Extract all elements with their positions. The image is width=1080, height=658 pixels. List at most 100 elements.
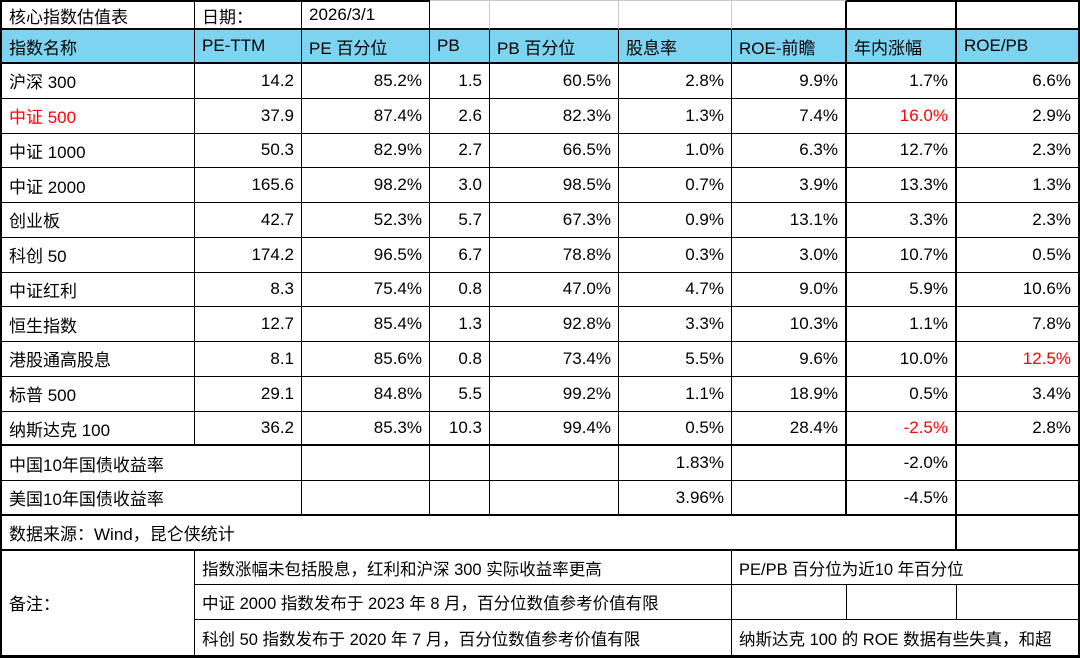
empty-cell — [619, 0, 732, 30]
empty-cell — [732, 481, 847, 516]
row-label-zhongzheng-2000: 中证 2000 — [2, 168, 195, 204]
table-cell: 42.7 — [195, 203, 302, 238]
table-cell: 78.8% — [490, 237, 619, 273]
row-label-zhongzheng-500: 中证 500 — [2, 98, 195, 134]
table-cell: 1.3 — [430, 307, 490, 343]
table-cell: 47.0% — [490, 272, 619, 308]
column-header-ytd-change: 年内涨幅 — [847, 30, 957, 64]
note-line: 中证 2000 指数发布于 2023 年 8 月，百分位数值参考价值有限 — [195, 585, 732, 621]
empty-cell — [490, 481, 619, 516]
table-cell: 1.1% — [619, 376, 732, 412]
column-header-pb-percentile: PB 百分位 — [490, 30, 619, 64]
table-cell: 9.6% — [732, 342, 847, 377]
table-cell: 1.0% — [619, 133, 732, 169]
table-cell: 98.2% — [302, 168, 430, 204]
table-cell: 75.4% — [302, 272, 430, 308]
table-cell: 1.83% — [619, 446, 732, 482]
table-cell: 1.3% — [619, 98, 732, 134]
table-cell: 52.3% — [302, 203, 430, 238]
column-header-index-name: 指数名称 — [2, 30, 195, 64]
table-cell: 7.8% — [957, 307, 1078, 343]
table-cell: 6.3% — [732, 133, 847, 169]
row-label-china-10y-bond: 中国10年国债收益率 — [2, 446, 302, 482]
date-label: 日期： — [195, 0, 302, 30]
column-header-roe-forward: ROE-前瞻 — [732, 30, 847, 64]
table-cell: 60.5% — [490, 64, 619, 99]
table-cell: 1.1% — [847, 307, 957, 343]
table-cell: 6.6% — [957, 64, 1078, 99]
table-cell: 3.0 — [430, 168, 490, 204]
table-cell: 0.5% — [957, 238, 1078, 273]
table-cell: 13.3% — [847, 168, 957, 204]
table-cell: 6.7 — [430, 237, 490, 273]
table-cell: 8.1 — [195, 342, 302, 377]
table-cell: 28.4% — [732, 411, 847, 447]
table-cell: 0.7% — [619, 168, 732, 204]
empty-cell — [957, 585, 1078, 621]
empty-cell — [847, 0, 957, 30]
table-cell: 10.3 — [430, 411, 490, 447]
table-cell: 5.7 — [430, 203, 490, 238]
empty-cell — [430, 0, 490, 30]
table-cell: 2.8% — [619, 64, 732, 99]
table-cell: 165.6 — [195, 168, 302, 204]
date-value: 2026/3/1 — [302, 0, 430, 30]
table-cell: 82.9% — [302, 133, 430, 169]
empty-cell — [490, 446, 619, 482]
table-cell: 10.7% — [847, 237, 957, 273]
table-cell: 174.2 — [195, 237, 302, 273]
row-label-us-10y-bond: 美国10年国债收益率 — [2, 481, 302, 516]
note-line-clipped: 纳斯达克 100 的 ROE 数据有些失真，和超 — [739, 630, 1052, 649]
column-header-pe-ttm: PE-TTM — [195, 30, 302, 64]
column-header-pe-percentile: PE 百分位 — [302, 30, 430, 64]
table-cell: 9.0% — [732, 272, 847, 308]
table-cell: 0.5% — [847, 376, 957, 412]
empty-cell — [302, 446, 430, 482]
table-cell: 2.6 — [430, 98, 490, 134]
table-cell: 7.4% — [732, 98, 847, 134]
data-source: 数据来源：Wind，昆仑侠统计 — [2, 515, 957, 551]
table-cell: 0.5% — [619, 411, 732, 447]
row-label-zhongzheng-1000: 中证 1000 — [2, 133, 195, 169]
table-title: 核心指数估值表 — [2, 0, 195, 30]
column-header-roe-pb: ROE/PB — [957, 30, 1078, 64]
empty-cell — [732, 585, 847, 621]
empty-cell — [957, 481, 1078, 516]
row-label-chuangyeban: 创业板 — [2, 203, 195, 238]
table-cell: 36.2 — [195, 411, 302, 447]
note-line: 指数涨幅未包括股息，红利和沪深 300 实际收益率更高 — [195, 550, 732, 586]
table-cell: -4.5% — [847, 481, 957, 516]
table-cell: 3.3% — [619, 307, 732, 343]
table-cell: 67.3% — [490, 203, 619, 238]
empty-cell — [847, 585, 957, 621]
table-cell: 84.8% — [302, 376, 430, 412]
table-cell: 99.2% — [490, 376, 619, 412]
table-cell: 98.5% — [490, 168, 619, 204]
empty-cell — [430, 446, 490, 482]
table-cell: 3.0% — [732, 237, 847, 273]
note-line: 科创 50 指数发布于 2020 年 7 月，百分位数值参考价值有限 — [195, 620, 732, 655]
table-cell: 5.9% — [847, 272, 957, 308]
column-header-dividend-yield: 股息率 — [619, 30, 732, 64]
note-line: PE/PB 百分位为近10 年百分位 — [732, 551, 1078, 586]
table-cell-highlight: -2.5% — [847, 411, 957, 447]
table-cell: 2.8% — [957, 412, 1078, 447]
empty-cell — [957, 516, 1078, 551]
table-cell: 2.7 — [430, 133, 490, 169]
notes-label: 备注： — [2, 550, 195, 655]
table-cell: 3.96% — [619, 481, 732, 516]
table-cell: 5.5% — [619, 342, 732, 377]
row-label-ganggutong-gaoguxi: 港股通高股息 — [2, 342, 195, 377]
table-cell: 99.4% — [490, 411, 619, 447]
empty-cell — [957, 446, 1078, 482]
table-cell: 82.3% — [490, 98, 619, 134]
table-cell-highlight: 16.0% — [847, 98, 957, 134]
table-cell: 14.2 — [195, 64, 302, 99]
table-cell: 1.5 — [430, 64, 490, 99]
table-cell: 1.7% — [847, 64, 957, 99]
table-cell-highlight: 12.5% — [957, 342, 1078, 377]
table-cell: 29.1 — [195, 376, 302, 412]
table-cell: 92.8% — [490, 307, 619, 343]
table-cell: 2.3% — [957, 134, 1078, 169]
